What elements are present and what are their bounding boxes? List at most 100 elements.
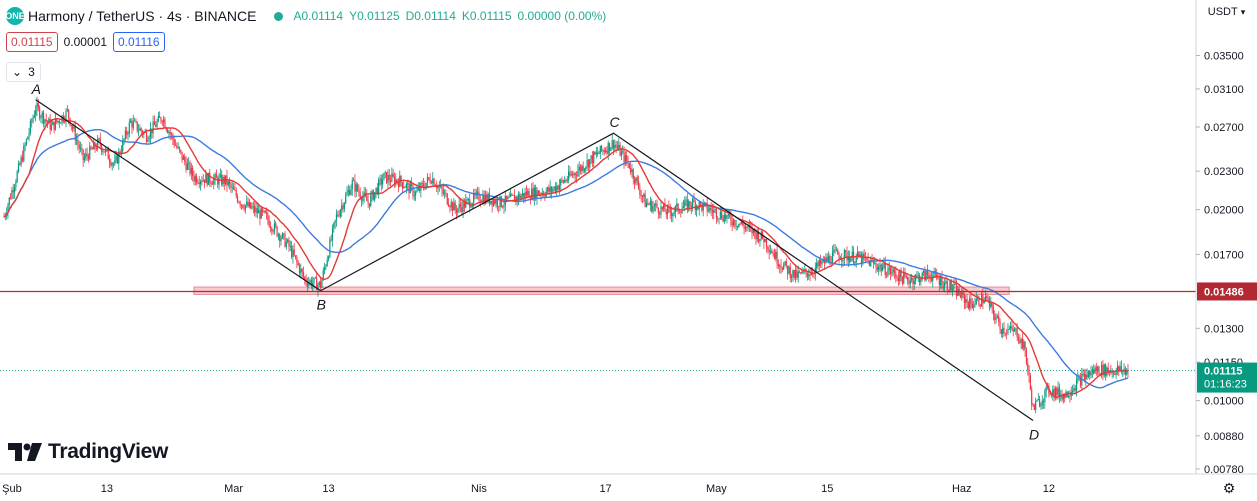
candle-body (1040, 404, 1042, 407)
candle-body (949, 281, 951, 292)
candle-body (333, 222, 335, 228)
candle-body (759, 239, 761, 242)
candle-body (1012, 328, 1014, 332)
candle-body (557, 185, 559, 190)
candle-body (880, 264, 882, 271)
currency-selector[interactable]: USDT ▾ (1196, 0, 1257, 24)
candle-body (93, 142, 95, 150)
candle-body (455, 209, 458, 213)
candle-body (520, 195, 522, 199)
candle-body (760, 231, 762, 240)
candle-body (186, 163, 188, 170)
candle-body (539, 193, 541, 195)
candle-body (889, 267, 892, 274)
candle-body (194, 176, 196, 182)
x-tick-label: Haz (952, 483, 972, 495)
candle-body (950, 281, 952, 290)
candle-body (606, 150, 608, 154)
candle-body (426, 177, 429, 183)
candle-body (847, 257, 849, 261)
candle-body (29, 121, 31, 133)
candle-body (867, 259, 869, 261)
candle-body (335, 214, 338, 221)
candle-body (986, 296, 988, 299)
candle-body (702, 203, 704, 211)
candle-body (1003, 327, 1005, 334)
candle-body (331, 227, 334, 240)
gear-icon[interactable]: ⚙ (1222, 479, 1236, 496)
candle-body (306, 282, 309, 286)
candle-body (659, 213, 661, 215)
candle-body (283, 233, 285, 235)
candle-body (975, 298, 977, 305)
candle-body (149, 128, 152, 138)
candle-body (798, 271, 801, 273)
candle-body (508, 196, 510, 198)
candle-body (301, 268, 303, 272)
candle-body (166, 129, 169, 133)
candle-body (389, 180, 392, 182)
candle-body (834, 249, 836, 251)
candle-body (612, 140, 615, 149)
candle-body (879, 264, 881, 267)
indicators-toggle[interactable]: ⌄ 3 (6, 62, 41, 82)
candle-body (1077, 377, 1079, 381)
candle-body (862, 253, 864, 264)
candle-body (945, 281, 947, 283)
candle-body (1042, 400, 1045, 403)
candle-body (490, 200, 492, 204)
candle-body (244, 205, 247, 210)
candle-body (1029, 375, 1031, 390)
candle-body (95, 148, 97, 150)
candle-body (666, 206, 669, 215)
candle-body (988, 299, 991, 307)
candle-body (466, 199, 468, 201)
candle-body (184, 156, 186, 162)
candle-body (153, 121, 155, 126)
candle-body (304, 277, 306, 280)
candle-body (591, 155, 593, 163)
candle-body (965, 299, 967, 303)
candle-body (694, 201, 696, 211)
candle-body (141, 131, 144, 135)
candle-body (516, 196, 518, 201)
candle-body (829, 256, 831, 263)
tradingview-logo[interactable]: TradingView (8, 440, 168, 464)
sell-price-button[interactable]: 0.01115 (6, 32, 58, 52)
candle-body (494, 200, 496, 204)
candle-body (925, 270, 927, 281)
ma-slow-line (3, 128, 1129, 389)
candle-body (362, 196, 364, 201)
candle-body (1118, 366, 1120, 371)
candle-body (602, 150, 604, 151)
candle-body (277, 234, 280, 237)
candle-body (147, 139, 149, 142)
candle-body (938, 279, 940, 285)
candle-body (1126, 369, 1128, 375)
y-tick-label: 0.01700 (1204, 249, 1244, 261)
candle-body (376, 187, 378, 194)
candle-body (648, 203, 650, 205)
candle-body (65, 110, 67, 121)
candle-body (446, 193, 448, 205)
indicators-count: 3 (28, 65, 35, 79)
candle-body (872, 260, 874, 264)
candle-body (1039, 399, 1041, 407)
symbol-title[interactable]: Harmony / TetherUS · 4s · BINANCE (28, 8, 257, 24)
candle-body (887, 270, 889, 276)
currency-label: USDT (1207, 6, 1238, 18)
candle-body (12, 190, 14, 193)
candle-body (1050, 394, 1053, 396)
candle-body (251, 207, 253, 209)
candle-body (995, 318, 997, 320)
y-tick-label: 0.00780 (1204, 464, 1244, 476)
candle-body (279, 234, 281, 242)
y-tick-label: 0.01300 (1204, 323, 1244, 335)
candle-body (1107, 367, 1109, 373)
candle-body (620, 151, 623, 156)
candle-body (263, 210, 265, 212)
candle-body (28, 132, 30, 137)
buy-price-button[interactable]: 0.01116 (113, 32, 165, 52)
candle-body (736, 225, 739, 227)
